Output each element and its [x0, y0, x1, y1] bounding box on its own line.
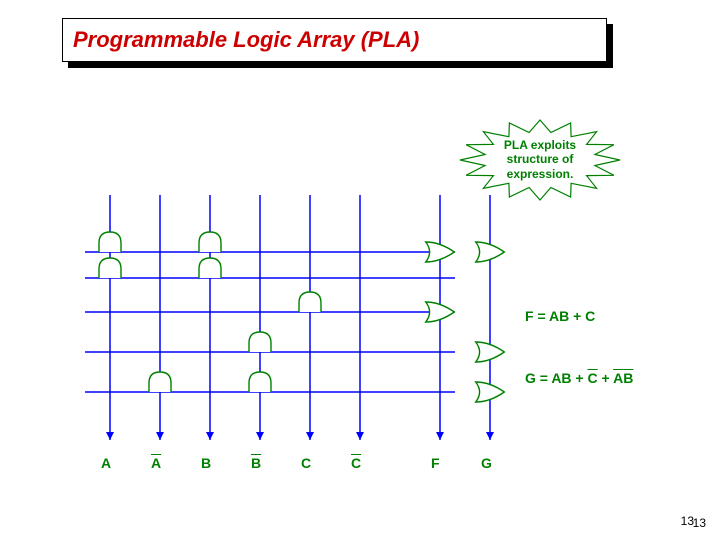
- callout-l2: structure of: [507, 152, 574, 166]
- equation-0: F = AB + C: [525, 308, 595, 324]
- callout-l1: PLA exploits: [504, 138, 576, 152]
- output-label-0: F: [431, 455, 440, 471]
- page-number-2: 13: [693, 516, 706, 530]
- input-label-2: B: [201, 455, 211, 471]
- input-label-3: B: [251, 455, 261, 471]
- callout-text: PLA exploits structure of expression.: [490, 138, 590, 181]
- equation-1: G = AB + C + AB: [525, 370, 633, 386]
- input-label-5: C: [351, 455, 361, 471]
- callout-l3: expression.: [507, 167, 574, 181]
- input-label-4: C: [301, 455, 311, 471]
- output-label-1: G: [481, 455, 492, 471]
- input-label-1: A: [151, 455, 161, 471]
- input-label-0: A: [101, 455, 111, 471]
